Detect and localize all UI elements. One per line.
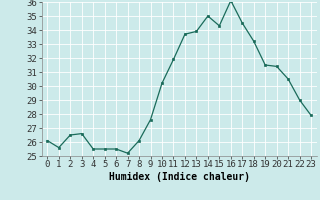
X-axis label: Humidex (Indice chaleur): Humidex (Indice chaleur) [109, 172, 250, 182]
